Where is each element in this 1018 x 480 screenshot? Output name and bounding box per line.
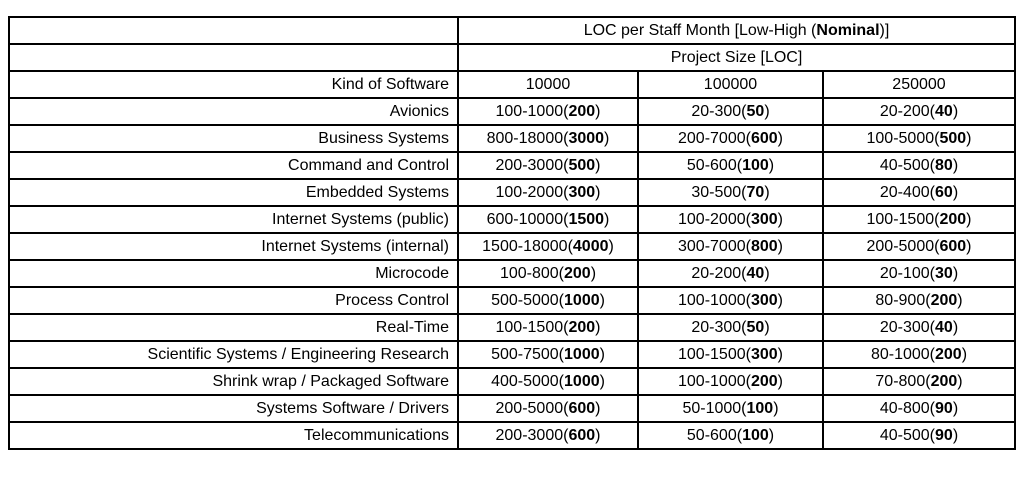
kind-cell: Shrink wrap / Packaged Software [8, 367, 459, 396]
loc-cell: 100-800(200) [457, 259, 639, 288]
loc-cell: 70-800(200) [822, 367, 1016, 396]
loc-cell: 200-7000(600) [637, 124, 824, 153]
loc-cell: 80-900(200) [822, 286, 1016, 315]
size-column-250000: 250000 [822, 70, 1016, 99]
kind-cell: Systems Software / Drivers [8, 394, 459, 423]
table-row-process-control: Process Control 500-5000(1000) 100-1000(… [8, 286, 1016, 315]
table-row-internet-systems-internal: Internet Systems (internal) 1500-18000(4… [8, 232, 1016, 261]
loc-cell: 100-1500(300) [637, 340, 824, 369]
project-size-header: Project Size [LOC] [457, 43, 1016, 72]
loc-cell: 20-300(50) [637, 313, 824, 342]
loc-cell: 100-2000(300) [457, 178, 639, 207]
loc-cell: 100-1500(200) [822, 205, 1016, 234]
loc-cell: 200-5000(600) [822, 232, 1016, 261]
loc-cell: 500-5000(1000) [457, 286, 639, 315]
title-row: LOC per Staff Month [Low-High (Nominal)] [8, 16, 1016, 45]
loc-cell: 20-400(60) [822, 178, 1016, 207]
kind-cell: Business Systems [8, 124, 459, 153]
loc-cell: 1500-18000(4000) [457, 232, 639, 261]
table-row-telecommunications: Telecommunications 200-3000(600) 50-600(… [8, 421, 1016, 450]
loc-cell: 300-7000(800) [637, 232, 824, 261]
table-row-microcode: Microcode 100-800(200) 20-200(40) 20-100… [8, 259, 1016, 288]
loc-cell: 100-1500(200) [457, 313, 639, 342]
kind-cell: Internet Systems (internal) [8, 232, 459, 261]
document-page: LOC per Staff Month [Low-High (Nominal)]… [8, 16, 1016, 450]
subtitle-row: Project Size [LOC] [8, 43, 1016, 72]
loc-cell: 50-1000(100) [637, 394, 824, 423]
loc-cell: 20-300(50) [637, 97, 824, 126]
kind-cell: Process Control [8, 286, 459, 315]
table-title: LOC per Staff Month [Low-High (Nominal)] [457, 16, 1016, 45]
loc-cell: 20-100(30) [822, 259, 1016, 288]
loc-cell: 400-5000(1000) [457, 367, 639, 396]
loc-cell: 50-600(100) [637, 151, 824, 180]
loc-cell: 40-800(90) [822, 394, 1016, 423]
blank-area [8, 43, 459, 72]
size-column-100000: 100000 [637, 70, 824, 99]
table-row-embedded-systems: Embedded Systems 100-2000(300) 30-500(70… [8, 178, 1016, 207]
kind-cell: Telecommunications [8, 421, 459, 450]
loc-per-staff-month-table: LOC per Staff Month [Low-High (Nominal)]… [8, 16, 1016, 450]
loc-cell: 20-200(40) [822, 97, 1016, 126]
loc-cell: 100-1000(200) [457, 97, 639, 126]
kind-cell: Avionics [8, 97, 459, 126]
loc-cell: 100-5000(500) [822, 124, 1016, 153]
blank-area [8, 16, 459, 45]
table-row-real-time: Real-Time 100-1500(200) 20-300(50) 20-30… [8, 313, 1016, 342]
kind-cell: Internet Systems (public) [8, 205, 459, 234]
table-row-internet-systems-public: Internet Systems (public) 600-10000(1500… [8, 205, 1016, 234]
loc-cell: 200-3000(600) [457, 421, 639, 450]
column-header-row: Kind of Software 10000 100000 250000 [8, 70, 1016, 99]
table-row-shrink-wrap: Shrink wrap / Packaged Software 400-5000… [8, 367, 1016, 396]
table-row-business-systems: Business Systems 800-18000(3000) 200-700… [8, 124, 1016, 153]
loc-cell: 30-500(70) [637, 178, 824, 207]
kind-cell: Embedded Systems [8, 178, 459, 207]
kind-cell: Scientific Systems / Engineering Researc… [8, 340, 459, 369]
loc-cell: 40-500(80) [822, 151, 1016, 180]
loc-cell: 600-10000(1500) [457, 205, 639, 234]
loc-cell: 500-7500(1000) [457, 340, 639, 369]
loc-cell: 80-1000(200) [822, 340, 1016, 369]
loc-cell: 800-18000(3000) [457, 124, 639, 153]
kind-cell: Real-Time [8, 313, 459, 342]
kind-cell: Microcode [8, 259, 459, 288]
kind-cell: Command and Control [8, 151, 459, 180]
loc-cell: 50-600(100) [637, 421, 824, 450]
loc-cell: 200-3000(500) [457, 151, 639, 180]
loc-cell: 200-5000(600) [457, 394, 639, 423]
loc-cell: 40-500(90) [822, 421, 1016, 450]
kind-of-software-header: Kind of Software [8, 70, 459, 99]
loc-cell: 100-2000(300) [637, 205, 824, 234]
table-row-systems-software-drivers: Systems Software / Drivers 200-5000(600)… [8, 394, 1016, 423]
table-row-avionics: Avionics 100-1000(200) 20-300(50) 20-200… [8, 97, 1016, 126]
table-row-scientific-systems: Scientific Systems / Engineering Researc… [8, 340, 1016, 369]
loc-cell: 100-1000(300) [637, 286, 824, 315]
size-column-10000: 10000 [457, 70, 639, 99]
loc-cell: 20-200(40) [637, 259, 824, 288]
table-row-command-and-control: Command and Control 200-3000(500) 50-600… [8, 151, 1016, 180]
loc-cell: 100-1000(200) [637, 367, 824, 396]
loc-cell: 20-300(40) [822, 313, 1016, 342]
